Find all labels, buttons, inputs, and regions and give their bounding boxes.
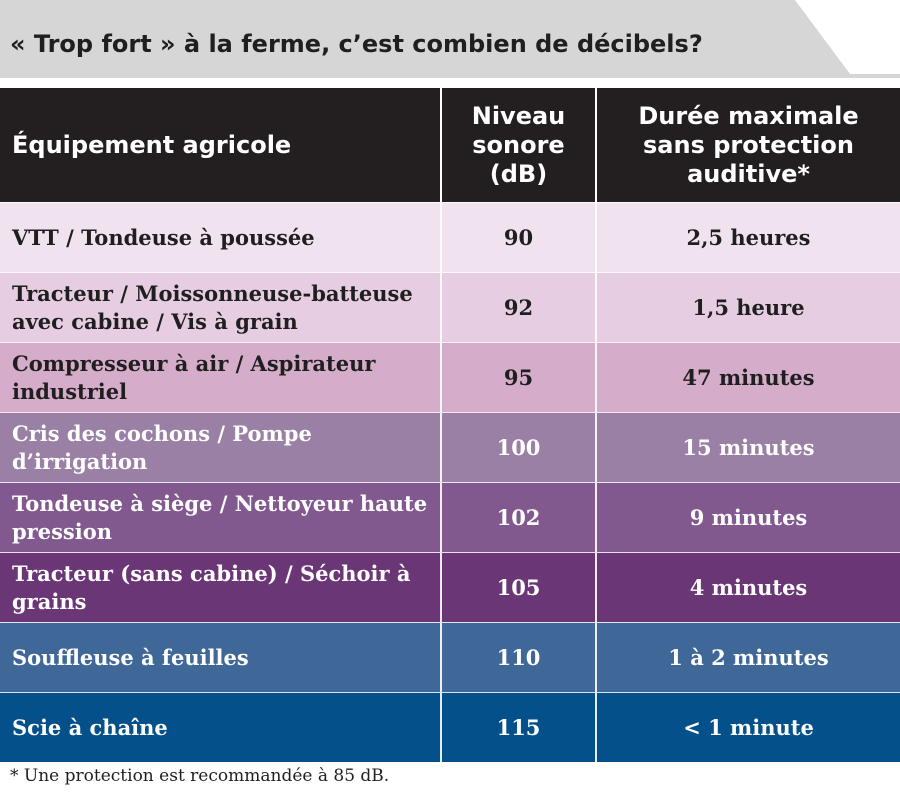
table-header-row: Équipement agricole Niveau sonore (dB) D… xyxy=(0,88,900,202)
cell-sound-level: 110 xyxy=(440,623,595,692)
cell-max-duration: 2,5 heures xyxy=(595,203,900,272)
cell-sound-level: 95 xyxy=(440,343,595,412)
header-max-duration: Durée maximale sans protection auditive* xyxy=(595,88,900,202)
table-row: Scie à chaîne 115 < 1 minute xyxy=(0,692,900,762)
table-row: Compresseur à air / Aspirateur industrie… xyxy=(0,342,900,412)
cell-equipment: VTT / Tondeuse à poussée xyxy=(12,224,315,250)
cell-sound-level: 92 xyxy=(440,273,595,342)
footnote: * Une protection est recommandée à 85 dB… xyxy=(10,766,390,786)
cell-max-duration: 47 minutes xyxy=(595,343,900,412)
header-sound-level-line: Niveau xyxy=(471,101,566,130)
table-body: VTT / Tondeuse à poussée 90 2,5 heures Trac… xyxy=(0,202,900,762)
table-row: Tracteur / Moissonneuse-batteuse avec ca… xyxy=(0,272,900,342)
cell-max-duration: < 1 minute xyxy=(595,693,900,762)
table-row: Souffleuse à feuilles 110 1 à 2 minutes xyxy=(0,622,900,692)
decibel-table: Équipement agricole Niveau sonore (dB) D… xyxy=(0,88,900,762)
table-row: Tondeuse à siège / Nettoyeur haute press… xyxy=(0,482,900,552)
cell-sound-level: 100 xyxy=(440,413,595,482)
header-equipment: Équipement agricole xyxy=(12,130,292,159)
header-max-duration-line: auditive* xyxy=(687,159,810,188)
cell-sound-level: 102 xyxy=(440,483,595,552)
cell-max-duration: 1,5 heure xyxy=(595,273,900,342)
cell-sound-level: 115 xyxy=(440,693,595,762)
cell-equipment: Cris des cochons / Pompe d’irrigation xyxy=(12,420,312,474)
cell-equipment: Compresseur à air / Aspirateur industrie… xyxy=(12,350,376,404)
cell-equipment: Tracteur (sans cabine) / Séchoir à grain… xyxy=(12,560,411,614)
header-sound-level-line: (dB) xyxy=(489,159,548,188)
cell-equipment: Tracteur / Moissonneuse-batteuse avec ca… xyxy=(12,280,413,334)
cell-max-duration: 4 minutes xyxy=(595,553,900,622)
cell-equipment: Tondeuse à siège / Nettoyeur haute press… xyxy=(12,490,428,544)
cell-max-duration: 1 à 2 minutes xyxy=(595,623,900,692)
header-max-duration-line: Durée maximale xyxy=(638,101,859,130)
cell-sound-level: 105 xyxy=(440,553,595,622)
table-row: Tracteur (sans cabine) / Séchoir à grain… xyxy=(0,552,900,622)
title-band xyxy=(0,0,900,78)
chart-title: « Trop fort » à la ferme, c’est combien … xyxy=(10,30,703,58)
header-sound-level-line: sonore xyxy=(472,130,565,159)
cell-sound-level: 90 xyxy=(440,203,595,272)
cell-max-duration: 9 minutes xyxy=(595,483,900,552)
cell-equipment: Souffleuse à feuilles xyxy=(12,644,249,670)
cell-equipment: Scie à chaîne xyxy=(12,714,168,740)
header-max-duration-line: sans protection xyxy=(643,130,854,159)
table-row: VTT / Tondeuse à poussée 90 2,5 heures xyxy=(0,202,900,272)
header-sound-level: Niveau sonore (dB) xyxy=(440,88,595,202)
cell-max-duration: 15 minutes xyxy=(595,413,900,482)
table-row: Cris des cochons / Pompe d’irrigation 100… xyxy=(0,412,900,482)
